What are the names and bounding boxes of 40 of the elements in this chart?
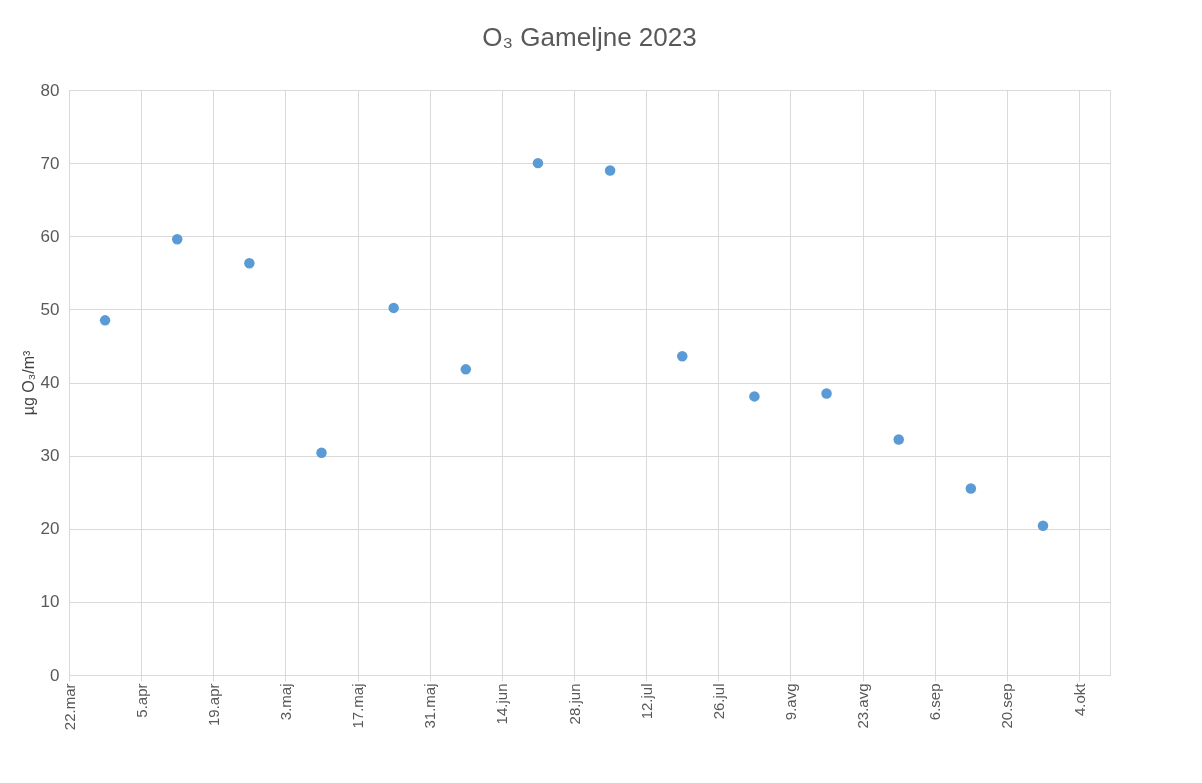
y-axis-title: µg O₃/m³ bbox=[19, 350, 37, 416]
x-tick-label: 5.apr bbox=[132, 683, 150, 718]
x-tick-label: 3.maj bbox=[276, 683, 294, 721]
y-tick-label: 20 bbox=[40, 519, 60, 539]
y-tick-label: 40 bbox=[40, 373, 60, 392]
x-tick-label: 20.sep bbox=[998, 683, 1016, 729]
x-tick-label: 22.mar bbox=[60, 683, 78, 731]
x-tick-label: 6.sep bbox=[926, 683, 944, 721]
point bbox=[677, 350, 688, 362]
x-tick-label: 28.jun bbox=[565, 683, 583, 725]
point bbox=[99, 315, 111, 326]
x-tick-label: 23.avg bbox=[854, 683, 872, 729]
y-tick-label: 50 bbox=[40, 299, 60, 319]
point bbox=[749, 391, 760, 402]
point bbox=[893, 434, 904, 445]
point bbox=[532, 157, 544, 169]
point bbox=[171, 233, 183, 245]
point bbox=[244, 258, 255, 269]
chart-title: O₃ Gameljne 2023 bbox=[482, 22, 697, 52]
x-tick-label: 19.apr bbox=[204, 683, 222, 727]
y-tick-label: 10 bbox=[40, 592, 60, 612]
point bbox=[965, 483, 977, 494]
x-tick-label: 14.jun bbox=[493, 683, 511, 725]
point bbox=[388, 302, 399, 314]
x-tick-label: 12.jul bbox=[637, 683, 655, 720]
point bbox=[1037, 520, 1049, 532]
y-tick-label: 70 bbox=[40, 153, 60, 173]
x-tick-label: 4.okt bbox=[1070, 682, 1088, 717]
point bbox=[460, 364, 472, 375]
y-tick-label: 0 bbox=[50, 665, 60, 685]
x-tick-label: 31.maj bbox=[421, 683, 439, 729]
point bbox=[604, 165, 616, 176]
y-tick-label: 60 bbox=[40, 226, 60, 246]
y-tick-label: 30 bbox=[40, 446, 60, 466]
y-tick-label: 80 bbox=[40, 80, 60, 100]
point bbox=[821, 388, 832, 399]
point bbox=[316, 447, 327, 458]
x-tick-label: 17.maj bbox=[349, 683, 367, 729]
x-tick-label: 26.jul bbox=[709, 683, 727, 720]
x-tick-label: 9.avg bbox=[781, 683, 799, 721]
